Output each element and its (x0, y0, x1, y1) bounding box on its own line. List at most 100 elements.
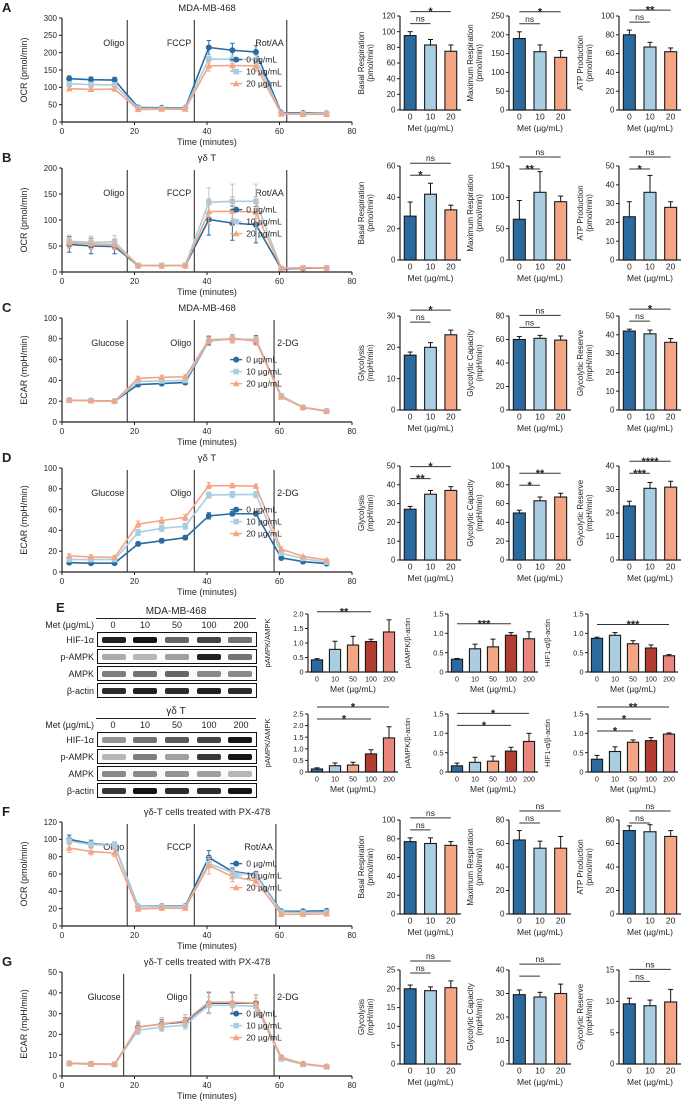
marker-circle (278, 554, 285, 561)
legend-label: 10 µg/mL (246, 216, 282, 226)
bar-200 (522, 740, 536, 773)
y-tick-label: 80 (48, 852, 57, 861)
marker-triangle (299, 910, 307, 917)
x-tick-label: 10 (645, 562, 655, 572)
x-tick-label: 100 (365, 677, 377, 684)
marker-triangle (65, 844, 73, 851)
panel-letter-G: G (2, 954, 13, 969)
x-tick-label: 40 (203, 931, 212, 940)
x-tick-label: 0 (408, 562, 413, 572)
bar-chart-pampk-bactin-gdt: 00.51.01.50 10 50 100 200**Met (µg/mL)pAMPK/… (403, 708, 538, 794)
marker-triangle (134, 106, 142, 113)
panel-C: C 0 20 40 60 80 100 0 20 40 60 80 Time (minutes) MDA… (0, 300, 685, 450)
marker-square (182, 523, 189, 530)
bar-0 (590, 758, 604, 773)
injection-label: Oligo (170, 338, 191, 348)
marker-triangle (228, 335, 236, 342)
y-tick-label: 0 (500, 106, 505, 115)
marker-square (111, 842, 118, 849)
x-tick-label: 10 (426, 112, 436, 122)
blot-dose-value: 50 (171, 620, 182, 630)
x-tick-label: 0 (408, 112, 413, 122)
y-tick-label: 0 (610, 910, 615, 919)
y-tick-label: 100 (44, 216, 58, 225)
marker-square (66, 81, 73, 87)
x-tick-label: 10 (645, 916, 655, 926)
y-tick-label: 150 (44, 190, 58, 199)
marker-triangle (323, 910, 331, 917)
series-1 (66, 996, 330, 1070)
x-axis-label: Time (minutes) (177, 1091, 237, 1101)
injection-label: Glucose (91, 338, 124, 348)
x-tick-label: 10 (535, 1066, 545, 1076)
y-tick-label: 0 (53, 922, 58, 931)
y-axis-label: Glycolytic Capacity(mpH/min) (466, 983, 484, 1051)
series-2 (65, 334, 331, 414)
bar-0 (512, 512, 526, 561)
bar-50 (486, 760, 500, 773)
injection-label: Oligo (170, 488, 191, 498)
marker-triangle (181, 904, 189, 911)
y-tick-label: 50 (48, 242, 57, 251)
bar-20 (444, 489, 458, 561)
legend-label: 20 µg/mL (246, 528, 282, 538)
bar-chart-glycolysis-gdt: 0 10 20 30 40 50 0 10 20 *** Met (µg/mL) Glycolysis… (357, 461, 461, 583)
y-tick-label: 0.5 (433, 748, 443, 757)
x-tick-label: 20 (666, 1066, 676, 1076)
bar-10 (608, 634, 622, 673)
y-tick-label: 1.5 (573, 610, 583, 619)
y-tick-label: 40 (48, 526, 57, 535)
marker-circle (66, 75, 73, 82)
y-tick-label: 0 (610, 256, 615, 265)
bar-20 (444, 844, 458, 915)
x-tick-label: 10 (611, 777, 619, 784)
x-tick-label: 10 (645, 1066, 655, 1076)
legend-label: 10 µg/mL (246, 516, 282, 526)
marker-triangle (158, 262, 166, 269)
x-axis-label: Met (µg/mL) (517, 123, 563, 133)
y-tick-label: 100 (44, 835, 58, 844)
y-tick-label: 50 (606, 162, 615, 171)
sig-label: ns (525, 317, 534, 327)
sig-label: ns (536, 804, 545, 811)
y-tick-label: 15 (606, 966, 615, 975)
blot-band (164, 787, 189, 794)
x-tick-label: 10 (426, 412, 436, 422)
marker-square (233, 1022, 239, 1029)
x-tick-label: 50 (629, 777, 637, 784)
y-tick-label: 0 (500, 910, 505, 919)
bar-10 (643, 46, 657, 111)
blot-dose-value: 200 (233, 620, 249, 630)
y-tick-label: 20 (496, 382, 505, 391)
y-tick-label: 60 (496, 839, 505, 848)
significance: *** (410, 461, 451, 485)
injection-label: Rot/AA (255, 188, 284, 198)
bar-chart-pampk-ampk-gdt: 00.51.01.52.02.50 10 50 100 200**Met (µg/mL)… (263, 702, 398, 794)
legend-label: 20 µg/mL (246, 1032, 282, 1042)
significance: ns** (629, 5, 671, 23)
marker-triangle (65, 552, 73, 559)
x-axis-label: Met (µg/mL) (408, 927, 454, 937)
marker-square (88, 841, 94, 848)
bar-0 (403, 215, 417, 261)
y-tick-label: 50 (496, 224, 505, 233)
y-tick-label: 10 (496, 1036, 505, 1045)
y-axis-label: pAMPK/AMPK (263, 719, 272, 768)
marker-square (66, 838, 73, 844)
sig-label: ns (536, 150, 545, 157)
axes: 0 0.5 1.0 1.5 (573, 610, 678, 677)
bar-50 (626, 643, 640, 673)
y-tick-label: 50 (48, 100, 57, 109)
y-tick-label: 80 (387, 834, 396, 843)
marker-triangle (87, 848, 95, 855)
blot-band (164, 753, 189, 760)
injection-label: Glucose (88, 992, 121, 1002)
y-tick-label: 5 (391, 1041, 396, 1050)
bar-100 (504, 634, 518, 673)
marker-triangle (323, 407, 331, 414)
bar-10 (533, 51, 547, 111)
x-tick-label: 20 (130, 931, 139, 940)
marker-triangle (232, 1034, 240, 1041)
